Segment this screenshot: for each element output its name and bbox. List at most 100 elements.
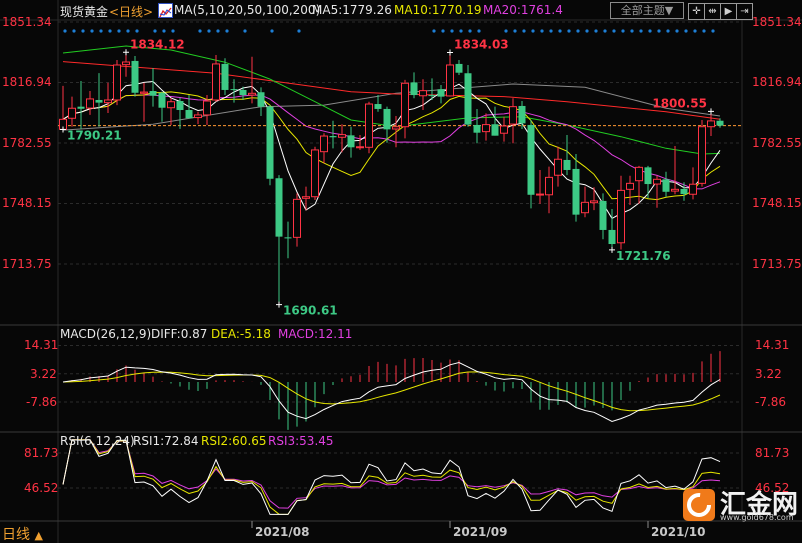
price-axis-left-label: 1851.34 [2, 15, 52, 29]
candle-up [203, 100, 211, 116]
signal-dot [459, 29, 463, 33]
candle-up [554, 158, 562, 176]
signal-dot [612, 29, 616, 33]
price-extreme-label: 1834.12 [130, 37, 185, 51]
signal-dot [468, 29, 472, 33]
signal-dot [522, 29, 526, 33]
candle-down [464, 73, 472, 125]
candle-up [617, 189, 625, 244]
candle-up [671, 188, 679, 192]
candle-up [68, 107, 76, 119]
signal-dot [90, 29, 94, 33]
signal-dot [657, 29, 661, 33]
candle-down [680, 188, 688, 195]
signal-dot [504, 29, 508, 33]
signal-dot [648, 29, 652, 33]
zoom-range-icon[interactable]: ⇹ [704, 3, 721, 20]
ma10-line [62, 91, 721, 201]
macd-params: MACD(26,12,9) [60, 327, 152, 341]
signal-dot [135, 29, 139, 33]
gold678-logo-icon [683, 489, 715, 521]
extreme-marker [60, 126, 66, 133]
extreme-marker [447, 49, 453, 56]
ma100-line [62, 83, 721, 131]
signal-dot [567, 29, 571, 33]
price-extreme-label: 1834.03 [454, 37, 509, 51]
price-axis-right-label: 1748.15 [752, 196, 802, 210]
play-icon[interactable]: ▶ [720, 3, 737, 20]
candle-up [212, 63, 220, 101]
rsi3-line [62, 439, 721, 509]
candle-up [509, 106, 517, 125]
macd-dea-value: DEA:-5.18 [211, 327, 271, 341]
signal-dot [225, 29, 229, 33]
signal-dot [621, 29, 625, 33]
price-axis-left-label: 1713.75 [2, 257, 52, 271]
candle-down [95, 99, 103, 103]
signal-dot [171, 29, 175, 33]
candle-up [698, 126, 706, 184]
candle-up [590, 200, 598, 204]
signal-dot [72, 29, 76, 33]
candle-up [482, 124, 490, 133]
candle-down [185, 110, 193, 119]
candle-down [572, 168, 580, 215]
price-extreme-label: 1790.21 [67, 129, 122, 143]
candle-up [401, 82, 409, 128]
candle-down [383, 108, 391, 130]
price-axis-left-label: 1748.15 [2, 196, 52, 210]
candle-up [707, 120, 715, 128]
candle-up [194, 114, 202, 119]
candle-up [140, 91, 148, 94]
price-axis-right-label: 1851.34 [752, 15, 802, 29]
signal-dot [576, 29, 580, 33]
candle-down [491, 124, 499, 136]
theme-dropdown[interactable]: 全部主题▼ [610, 2, 684, 19]
period-selector-label: 日线 [2, 527, 30, 543]
candle-down [428, 95, 436, 97]
signal-dot [603, 29, 607, 33]
candle-down [275, 178, 283, 237]
signal-dot [432, 29, 436, 33]
macd-axis-right-label: 3.22 [755, 367, 782, 381]
price-axis-right-label: 1713.75 [752, 257, 802, 271]
watermark-brand: 汇金网 [720, 490, 799, 520]
signal-dot [549, 29, 553, 33]
candle-down [176, 101, 184, 111]
rsi-axis-left-label: 46.52 [24, 481, 59, 495]
candle-up [392, 126, 400, 130]
candle-down [662, 179, 670, 192]
date-tick-label: 2021/09 [453, 525, 508, 539]
macd-diff-value: DIFF:0.87 [151, 327, 208, 341]
price-extreme-label: 1690.61 [283, 304, 338, 318]
signal-dot [243, 29, 247, 33]
candle-down [473, 124, 481, 133]
crosshair-icon[interactable]: ✛ [688, 3, 705, 20]
indicator-chart-icon[interactable] [158, 3, 173, 18]
candle-up [302, 196, 310, 199]
candle-down [608, 229, 616, 245]
signal-dot [675, 29, 679, 33]
rsi1-value: RSI1:72.84 [133, 434, 199, 448]
candle-down [77, 106, 85, 109]
signal-dot [441, 29, 445, 33]
rsi-axis-left-label: 81.73 [24, 446, 59, 460]
candle-up [689, 183, 697, 195]
extreme-marker [276, 301, 282, 308]
signal-dot [594, 29, 598, 33]
signal-dot [297, 29, 301, 33]
period-label[interactable]: <日线> [109, 5, 154, 19]
candle-down [599, 200, 607, 230]
instrument-name: 现货黄金 [60, 5, 109, 19]
candle-up [419, 90, 427, 97]
period-selector-button[interactable]: 日线 ▲ [2, 524, 43, 543]
candle-down [563, 159, 571, 170]
date-tick-label: 2021/08 [255, 525, 310, 539]
ma20-value: MA20:1761.4 [483, 3, 563, 17]
rsi2-line [62, 439, 721, 515]
watermark-url: www.gold678.com [720, 513, 794, 522]
move-right-icon[interactable]: ⇥ [736, 3, 753, 20]
rsi-params: RSI(6,12,24) [60, 434, 135, 448]
candle-up [293, 198, 301, 238]
